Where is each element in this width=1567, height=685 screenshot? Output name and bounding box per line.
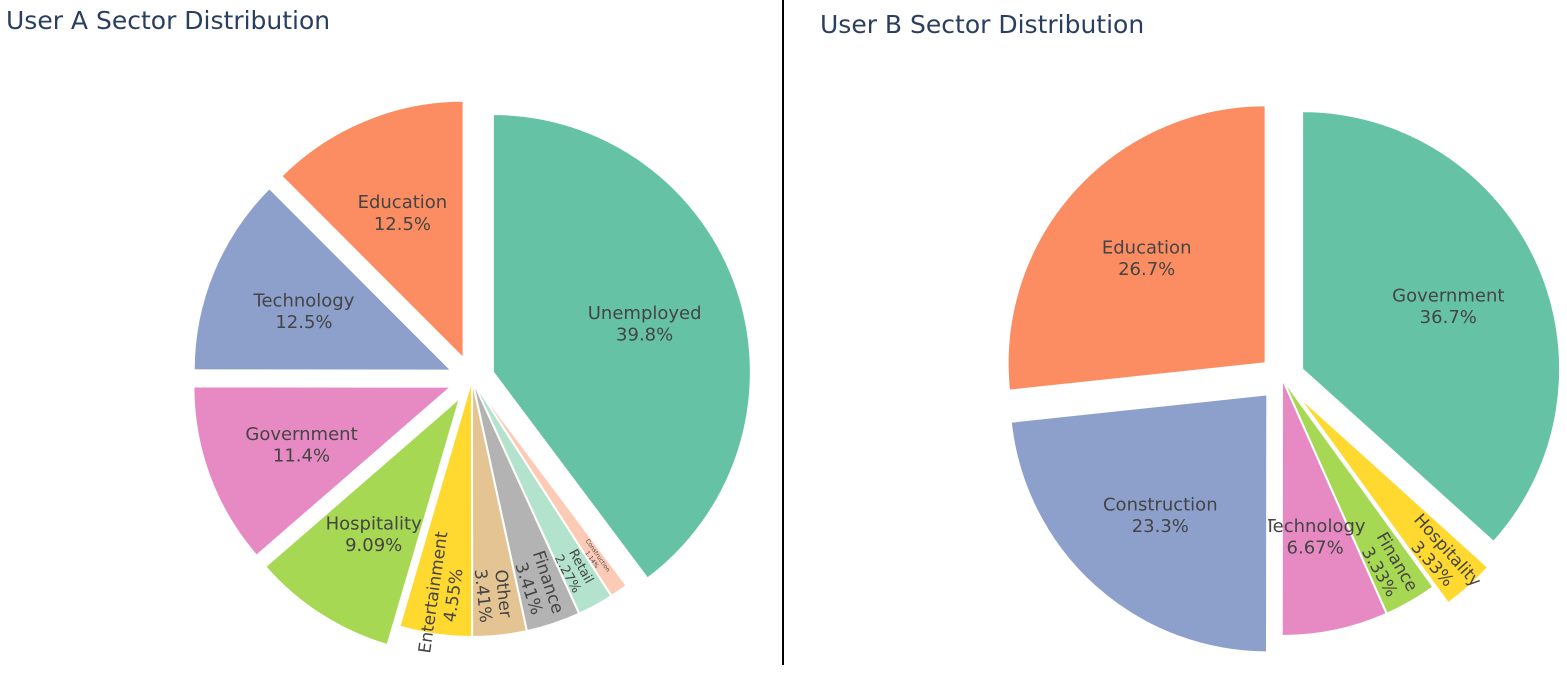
pie-slice-hospitality[interactable] [1295, 393, 1490, 605]
slice-label-education: Education 12.5% [358, 192, 448, 235]
pie-slice-entertainment[interactable] [398, 378, 474, 639]
slice-label-government: Government 11.4% [245, 424, 357, 467]
chart-title: User B Sector Distribution [820, 10, 1145, 39]
chart-panel-user-a: User A Sector Distribution Unemployed 39.… [0, 0, 782, 685]
slice-label-construction: Construction 23.3% [1103, 495, 1218, 538]
slice-label-hospitality: Hospitality 9.09% [326, 513, 423, 556]
pie-slice-technology[interactable] [192, 186, 455, 372]
panel-divider [782, 0, 784, 665]
pie-chart-user-a: Unemployed 39.8%Construction1.14%Retail2.… [192, 99, 752, 655]
chart-panel-user-b: User B Sector Distribution Government 36.… [785, 0, 1567, 685]
pie-slice-government[interactable] [192, 385, 455, 558]
pie-slice-government[interactable] [1301, 110, 1562, 544]
slice-label-unemployed: Unemployed 39.8% [588, 303, 702, 346]
pie-slice-education[interactable] [279, 99, 465, 362]
pie-slice-construction[interactable] [1009, 393, 1269, 654]
slice-label-government: Government 36.7% [1392, 285, 1504, 328]
pie-slice-unemployed[interactable] [491, 113, 752, 580]
pie-chart-user-b: Government 36.7%Hospitality3.33%Finance3.… [1006, 104, 1562, 654]
slice-label-other: Other3.41% [470, 566, 516, 624]
pie-slice-education[interactable] [1006, 104, 1267, 392]
slice-label-education: Education 26.7% [1102, 238, 1192, 281]
slice-label-technology: Technology 6.67% [1264, 516, 1366, 559]
pie-slice-hospitality[interactable] [263, 394, 463, 647]
slice-label-technology: Technology 12.5% [253, 291, 355, 334]
chart-title: User A Sector Distribution [6, 6, 331, 35]
pie-slice-technology[interactable] [1280, 377, 1389, 638]
